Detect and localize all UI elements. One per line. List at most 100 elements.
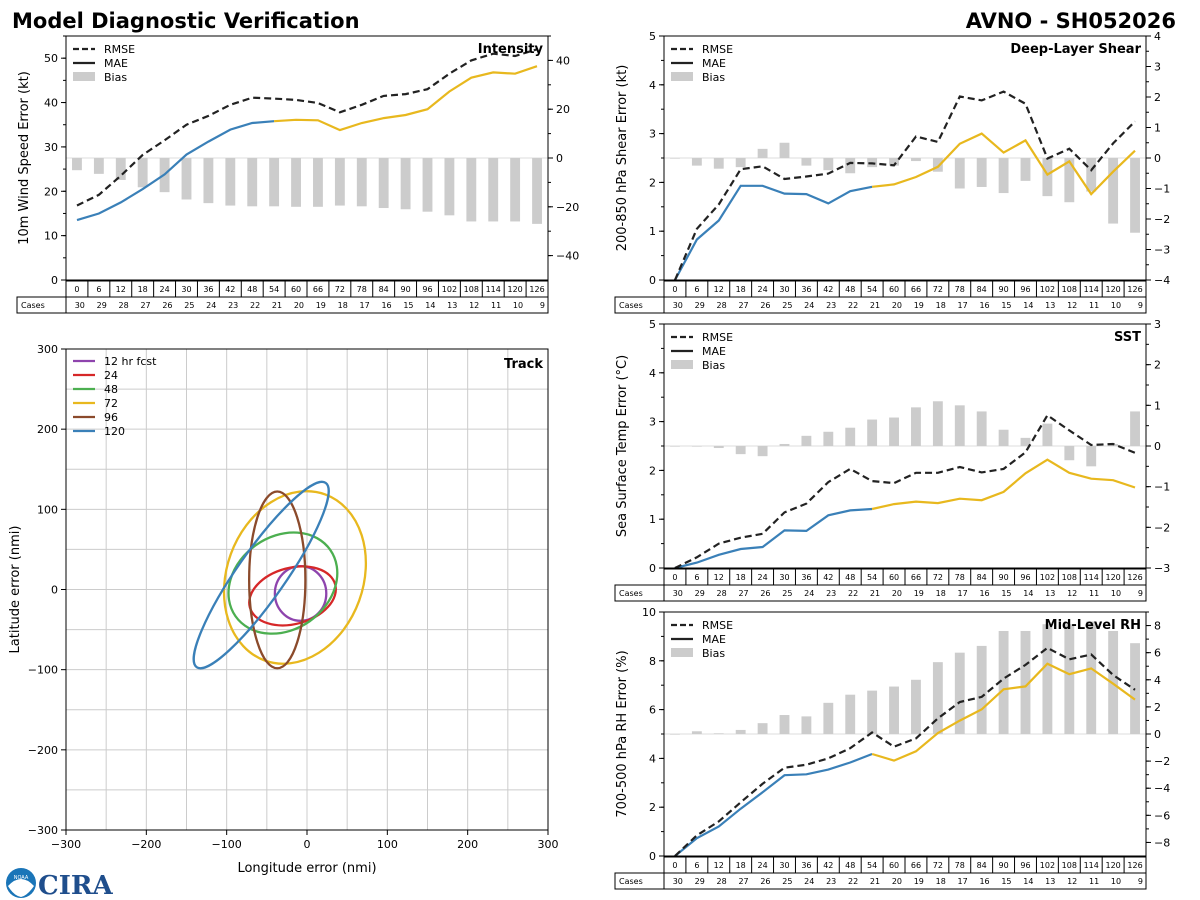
rh-cases-cell: 21 (870, 877, 880, 886)
rh-y2-tick-label: −4 (1154, 782, 1170, 795)
sst-bias-bar (1042, 423, 1053, 446)
track-ellipse-48 (227, 531, 339, 635)
shear-cases-cell: 13 (1045, 301, 1055, 310)
shear-cases-cell: 15 (1001, 301, 1011, 310)
rh-cases-cell: 12 (1067, 877, 1077, 886)
track-ellipse-96 (248, 490, 307, 670)
rh-hour-cell: 114 (1084, 861, 1099, 870)
sst-hour-cell: 102 (1040, 573, 1055, 582)
rh-bias-bar (889, 686, 899, 734)
sst-y2-tick-label: −1 (1154, 481, 1170, 494)
shear-cases-cell: 23 (826, 301, 836, 310)
rh-bias-bar (867, 690, 878, 734)
intensity-y2-tick-label: −20 (556, 201, 579, 214)
rh-cases-cell: 23 (826, 877, 836, 886)
shear-cases-cell: 14 (1023, 301, 1033, 310)
rh-y2-tick-label: 2 (1154, 701, 1161, 714)
intensity-cases-cell: 9 (540, 301, 545, 310)
sst-y2-tick-label: 2 (1154, 359, 1161, 372)
sst-cases-cell: 27 (738, 589, 748, 598)
shear-y-tick-label: 4 (649, 79, 656, 92)
intensity-bias-bar (510, 158, 521, 222)
shear-hour-cell: 108 (1062, 285, 1077, 294)
track-x-tick-label: −200 (131, 838, 161, 851)
shear-hour-cell: 126 (1127, 285, 1142, 294)
intensity-hour-cell: 36 (203, 285, 213, 294)
rh-mae-line-early (674, 752, 873, 857)
noaa-wave-icon (8, 879, 34, 897)
shear-bias-bar (954, 158, 965, 189)
intensity-cases-cell: 19 (316, 301, 326, 310)
sst-cases-row (614, 584, 1147, 602)
sst-y-tick-label: 2 (649, 464, 656, 477)
rh-cases-cell: 27 (738, 877, 748, 886)
sst-cases-cell: 19 (914, 589, 924, 598)
rh-bias-bar (1064, 624, 1075, 734)
intensity-legend-mae-label: MAE (104, 57, 128, 70)
rh-cases-row (614, 872, 1147, 890)
intensity-bias-bar (225, 158, 236, 206)
shear-cases-cell: 29 (695, 301, 705, 310)
sst-hour-cell: 6 (694, 573, 699, 582)
intensity-hour-cell: 96 (422, 285, 432, 294)
sst-y-tick-label: 4 (649, 367, 656, 380)
rh-cases-cell: 20 (892, 877, 902, 886)
rh-cases-cell: 17 (958, 877, 968, 886)
shear-y-tick-label: 2 (649, 176, 656, 189)
rh-cases-cell: 22 (848, 877, 858, 886)
shear-cases-cell: 27 (738, 301, 748, 310)
intensity-hour-cell: 108 (464, 285, 479, 294)
shear-hour-cell: 84 (977, 285, 987, 294)
intensity-cases-cell: 27 (140, 301, 150, 310)
intensity-hour-cell: 0 (74, 285, 79, 294)
sst-y2-tick-label: 0 (1154, 440, 1161, 453)
shear-cases-cell: 12 (1067, 301, 1077, 310)
rh-bias-bar (801, 716, 812, 734)
intensity-y-tick-label: 50 (44, 52, 58, 65)
shear-hour-cell: 54 (867, 285, 877, 294)
shear-cases-cell: 24 (804, 301, 814, 310)
shear-cases-cell: 25 (782, 301, 792, 310)
shear-hour-cell: 96 (1020, 285, 1030, 294)
sst-cases-label: Cases (619, 589, 643, 598)
rh-hour-cell: 18 (736, 861, 746, 870)
shear-y2-tick-label: 1 (1154, 122, 1161, 135)
shear-bias-bar (735, 158, 746, 168)
intensity-legend-rmse-label: RMSE (104, 43, 135, 56)
sst-y2-tick-label: −3 (1154, 562, 1170, 575)
intensity-bias-bar (137, 158, 148, 188)
track-y-tick-label: 200 (37, 423, 58, 436)
intensity-cases-cell: 15 (403, 301, 413, 310)
sst-bias-bar (691, 446, 702, 447)
intensity-hour-cell: 126 (529, 285, 544, 294)
sst-bias-bar (954, 405, 965, 446)
intensity-cases-cell: 18 (338, 301, 348, 310)
intensity-bias-bar (247, 158, 258, 207)
intensity-bias-bar (356, 158, 367, 207)
sst-hour-cell: 72 (933, 573, 943, 582)
intensity-y2-tick-label: 0 (556, 152, 563, 165)
sst-bias-bar (889, 417, 899, 446)
shear-cases-cell: 10 (1111, 301, 1121, 310)
rh-y2-tick-label: 6 (1154, 647, 1161, 660)
sst-bias-bar (1064, 446, 1075, 461)
intensity-cases-cell: 29 (97, 301, 107, 310)
intensity-cases-cell: 12 (469, 301, 479, 310)
rh-y-tick-label: 10 (642, 606, 656, 619)
track-y-tick-label: 100 (37, 503, 58, 516)
shear-cases-cell: 21 (870, 301, 880, 310)
sst-cases-cell: 13 (1045, 589, 1055, 598)
rh-bias-bar (845, 694, 856, 734)
shear-bias-bar (1108, 158, 1119, 224)
shear-hour-cell: 102 (1040, 285, 1055, 294)
shear-legend-bias-label: Bias (702, 71, 725, 84)
rh-hour-cell: 84 (977, 861, 987, 870)
shear-hour-cell: 78 (955, 285, 965, 294)
sst-cases-cell: 18 (936, 589, 946, 598)
intensity-hour-cell: 42 (225, 285, 235, 294)
shear-panel-title: Deep-Layer Shear (1010, 42, 1141, 57)
rh-y2-tick-label: −2 (1154, 755, 1170, 768)
track-x-tick-label: 100 (377, 838, 398, 851)
intensity-hour-cell: 12 (116, 285, 126, 294)
sst-cases-cell: 15 (1001, 589, 1011, 598)
